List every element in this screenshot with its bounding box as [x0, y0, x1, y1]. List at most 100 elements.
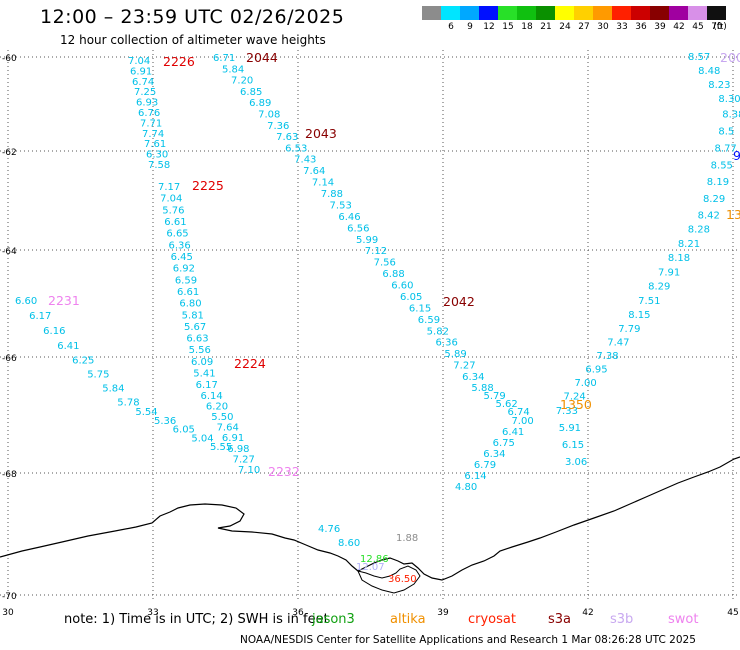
- wave-height-value: 5.50: [211, 412, 233, 423]
- wave-height-value: 8.57: [688, 52, 710, 63]
- scale-swatch: [612, 6, 631, 20]
- scale-swatch: [498, 6, 517, 20]
- wave-height-value: 5.89: [444, 349, 466, 360]
- wave-height-value: 8.15: [628, 310, 650, 321]
- wave-height-value: 7.51: [638, 296, 660, 307]
- wave-height-value: 8.48: [698, 66, 720, 77]
- wave-height-value: 6.74: [132, 77, 154, 88]
- wave-height-value: 5.84: [222, 64, 244, 75]
- scale-label: 27: [578, 22, 590, 32]
- scale-label: 21: [540, 22, 552, 32]
- wave-height-value: 5.82: [427, 326, 449, 337]
- wave-height-value: 6.91: [222, 433, 244, 444]
- scale-swatch: [631, 6, 650, 20]
- note-text: note: 1) Time is in UTC; 2) SWH is in fe…: [64, 612, 329, 627]
- wave-height-value: 6.30: [146, 150, 168, 161]
- coastal-wave-value: 12.07: [356, 562, 385, 573]
- latitude-label: -70: [2, 592, 17, 602]
- wave-height-value: 8.77: [715, 143, 737, 154]
- wave-height-value: 5.55: [210, 442, 232, 453]
- pass-id-label: 1350: [560, 397, 592, 412]
- pass-id-label: 2043: [305, 126, 337, 141]
- wave-height-value: 5.88: [471, 383, 493, 394]
- wave-height-value: 6.95: [585, 365, 607, 376]
- wave-height-value: 6.65: [166, 229, 188, 240]
- wave-height-value: 8.55: [711, 160, 733, 171]
- legend-cryosat: cryosat: [468, 612, 516, 627]
- legend-swot: swot: [668, 612, 699, 627]
- wave-height-value: 8.28: [688, 225, 710, 236]
- scale-label: 70: [711, 22, 723, 32]
- wave-height-value: 6.63: [186, 334, 208, 345]
- coastal-wave-value: 1.88: [396, 533, 418, 544]
- wave-height-value: 6.17: [196, 380, 218, 391]
- pass-id-label: 2225: [192, 178, 224, 193]
- wave-height-value: 6.05: [400, 292, 422, 303]
- wave-height-value: 6.15: [409, 303, 431, 314]
- lat-lon-grid: [0, 50, 740, 600]
- wave-height-value: 7.64: [303, 166, 325, 177]
- wave-height-value: 6.74: [508, 407, 530, 418]
- axis-labels: -60 -62 -64 -66 -68 -70 30 33 36 39 42 45: [2, 54, 739, 618]
- pass-id-label: 2224: [234, 356, 266, 371]
- scale-label: 15: [502, 22, 514, 32]
- wave-height-value: 7.36: [267, 121, 289, 132]
- coastal-wave-value: 8.60: [338, 538, 360, 549]
- scale-label: 36: [635, 22, 647, 32]
- wave-height-value: 7.10: [238, 465, 260, 476]
- wave-height-value: 7.63: [276, 132, 298, 143]
- latitude-label: -64: [2, 247, 17, 257]
- wave-height-value: 6.20: [206, 401, 228, 412]
- wave-height-value: 7.27: [453, 361, 475, 372]
- wave-height-value: 6.59: [418, 315, 440, 326]
- coastal-wave-value: 36.50: [388, 574, 417, 585]
- wave-height-value: 5.56: [189, 345, 211, 356]
- scale-swatch: [555, 6, 574, 20]
- wave-height-value: 5.54: [135, 407, 157, 418]
- longitude-label: 30: [2, 608, 14, 618]
- wave-height-value: 7.91: [658, 267, 680, 278]
- wave-height-value: 6.60: [15, 296, 37, 307]
- wave-height-value: 8.38: [722, 110, 740, 121]
- legend-altika: altika: [390, 612, 426, 627]
- latitude-label: -62: [2, 148, 17, 158]
- wave-height-value: 7.74: [142, 129, 164, 140]
- wave-height-value: 8.23: [708, 80, 730, 91]
- wave-height-value: 6.16: [43, 326, 65, 337]
- wave-height-value: 6.88: [382, 269, 404, 280]
- altimeter-tracks: 7.046.916.747.256.936.767.717.747.616.30…: [15, 50, 740, 585]
- wave-height-value: 8.21: [678, 239, 700, 250]
- longitude-label: 36: [292, 608, 304, 618]
- wave-height-value: 6.79: [474, 460, 496, 471]
- wave-height-value: 6.36: [169, 240, 191, 251]
- wave-height-value: 6.41: [57, 341, 79, 352]
- wave-height-value: 5.79: [483, 391, 505, 402]
- longitude-label: 42: [582, 608, 593, 618]
- scale-swatch: [441, 6, 460, 20]
- wave-height-value: 6.14: [464, 471, 486, 482]
- scale-label: 24: [559, 22, 571, 32]
- scale-label: 39: [654, 22, 666, 32]
- credit-line: NOAA/NESDIS Center for Satellite Applica…: [240, 634, 696, 646]
- wave-height-value: 5.81: [182, 310, 204, 321]
- wave-height-value: 5.41: [193, 369, 215, 380]
- wave-height-value: 5.99: [356, 235, 378, 246]
- wave-height-value: 6.17: [29, 311, 51, 322]
- antarctic-coastline: [0, 456, 740, 581]
- wave-height-value: 5.04: [191, 433, 213, 444]
- wave-height-value: 7.25: [134, 87, 156, 98]
- wave-height-value: 6.91: [130, 66, 152, 77]
- wave-height-value: 7.33: [556, 406, 578, 417]
- scale-label: 45: [692, 22, 704, 32]
- wave-height-value: 6.05: [173, 425, 195, 436]
- wave-height-value: 6.92: [173, 264, 195, 275]
- scale-label: 18: [521, 22, 533, 32]
- wave-height-value: 6.25: [72, 355, 94, 366]
- latitude-label: -66: [2, 354, 17, 364]
- wave-height-value: 6.36: [436, 338, 458, 349]
- wave-height-value: 7.00: [511, 416, 533, 427]
- wave-height-value: 7.24: [564, 392, 586, 403]
- wave-height-value: 6.98: [227, 444, 249, 455]
- coastal-wave-value: 12.86: [360, 554, 389, 565]
